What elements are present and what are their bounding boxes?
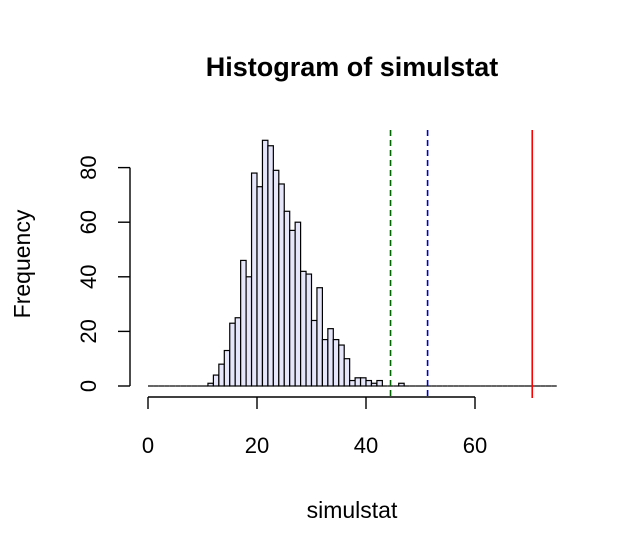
histogram-bar [261, 139, 269, 387]
histogram-bar [327, 328, 334, 387]
histogram-bar [316, 287, 324, 387]
histogram-bar [212, 374, 220, 387]
x-axis: 0 20 40 60 [142, 396, 487, 458]
histogram-bar [343, 358, 351, 387]
histogram-bar [207, 382, 214, 387]
y-axis-label: Frequency [9, 209, 35, 318]
y-axis: 0 20 40 60 80 [76, 155, 131, 392]
y-tick-label: 0 [76, 380, 101, 392]
histogram-bar [376, 379, 383, 387]
histogram-bar [338, 344, 345, 387]
histogram-bar [240, 259, 247, 387]
x-axis-label: simulstat [307, 497, 398, 523]
histogram-bar [359, 377, 367, 387]
y-tick-label: 40 [76, 265, 101, 289]
histogram-bar [370, 382, 378, 387]
x-tick-label: 20 [245, 433, 269, 458]
histogram-bar [218, 363, 225, 387]
histogram-bar [229, 322, 236, 387]
x-tick-label: 40 [354, 433, 378, 458]
histogram-bar [300, 270, 307, 387]
histogram-bar [278, 183, 285, 387]
histogram-bar [289, 229, 296, 387]
y-tick-label: 60 [76, 210, 101, 234]
histogram-bars [148, 139, 557, 387]
histogram-bar [332, 338, 340, 387]
histogram-bar [256, 186, 264, 387]
histogram-bar [267, 145, 274, 387]
reference-lines [389, 130, 534, 398]
histogram-bar [250, 172, 258, 387]
histogram-bar [272, 169, 280, 387]
histogram-bar [365, 379, 373, 387]
x-tick-label: 0 [142, 433, 154, 458]
histogram-bar [354, 377, 362, 387]
histogram-bar [234, 317, 242, 387]
y-tick-label: 20 [76, 319, 101, 343]
chart-title: Histogram of simulstat [206, 52, 499, 82]
histogram-bar [310, 319, 318, 387]
histogram-bar [398, 382, 405, 387]
histogram-bar [223, 349, 231, 387]
histogram-bar [349, 379, 356, 387]
histogram-bar [305, 273, 313, 387]
histogram-bar [283, 210, 291, 387]
histogram-bar [321, 338, 329, 387]
y-tick-label: 80 [76, 155, 101, 179]
histogram-bar [245, 276, 253, 387]
x-tick-label: 60 [463, 433, 487, 458]
histogram-bar [294, 221, 302, 387]
